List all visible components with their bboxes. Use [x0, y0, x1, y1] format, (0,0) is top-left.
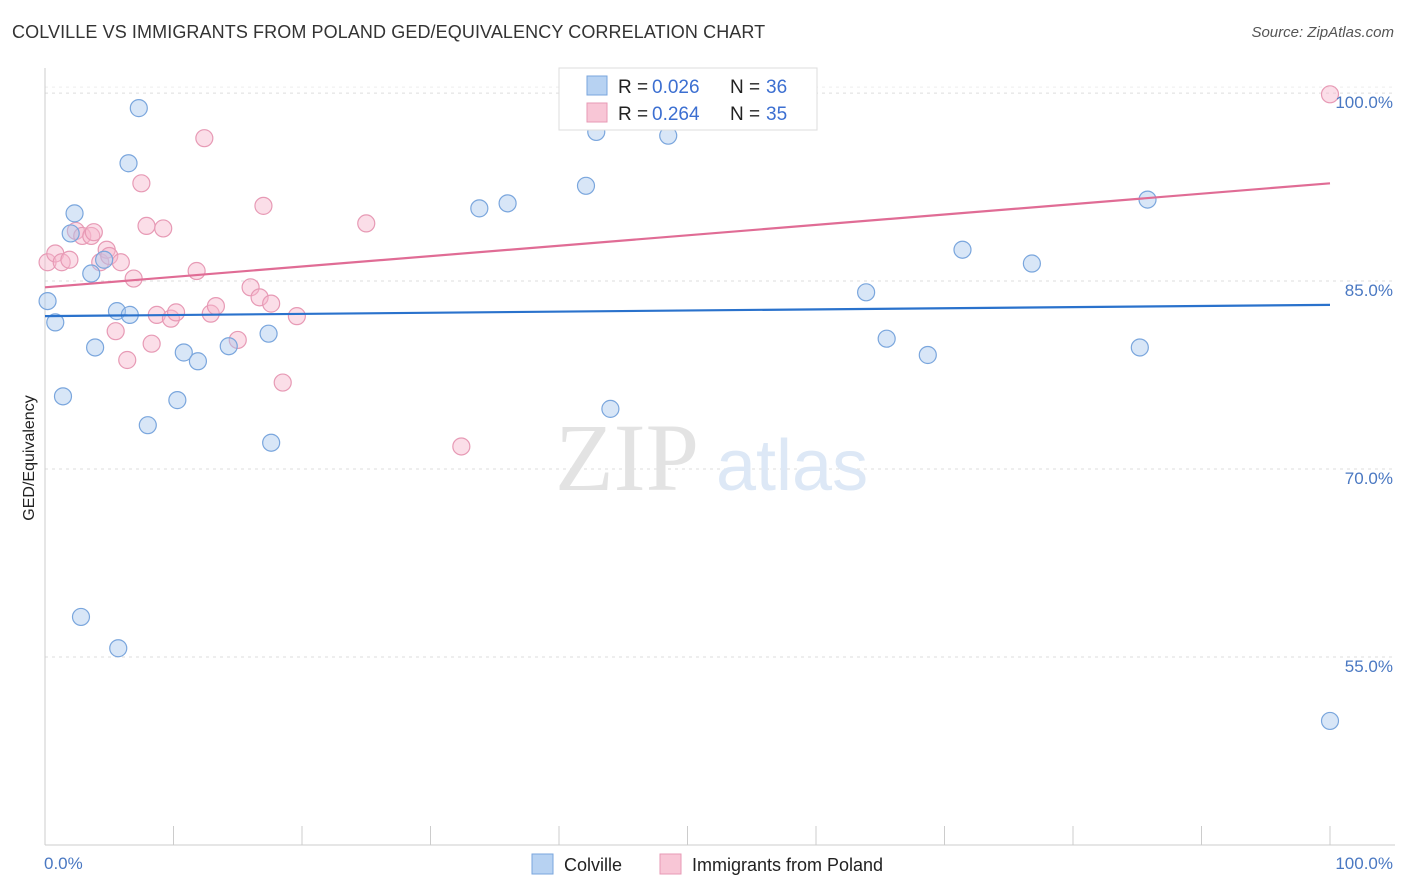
point-poland [287, 307, 306, 326]
point-poland [357, 214, 376, 233]
point-colville [953, 240, 972, 259]
point-poland [262, 294, 281, 313]
y-tick-label: 100.0% [1335, 93, 1393, 112]
x-ticks [44, 826, 1331, 845]
legend-r-value-poland: 0.264 [652, 104, 700, 125]
point-poland [118, 350, 137, 370]
point-colville [65, 204, 84, 223]
point-colville [46, 313, 65, 332]
chart-source: Source: ZipAtlas.com [1251, 24, 1394, 41]
point-poland [206, 297, 226, 316]
bottom-legend-label-poland: Immigrants from Poland [692, 855, 883, 875]
legend-swatch-colville [586, 75, 608, 96]
y-tick-label: 55.0% [1345, 657, 1393, 676]
point-colville [918, 345, 937, 365]
legend: R = 0.026 N = 36 R = 0.264 N = 35 [558, 67, 818, 131]
point-colville [576, 176, 596, 195]
point-poland [273, 373, 292, 392]
legend-r-label-poland: R = [618, 104, 648, 125]
point-poland [60, 250, 79, 269]
point-colville [82, 264, 101, 283]
y-tick-label: 70.0% [1345, 469, 1393, 488]
series-colville-points [38, 85, 1340, 731]
axes [44, 68, 1395, 846]
bottom-legend-label-colville: Colville [564, 855, 622, 875]
bottom-legend-swatch-poland [659, 853, 682, 875]
point-poland [1320, 85, 1340, 104]
point-colville [188, 352, 208, 371]
point-colville [1320, 711, 1340, 731]
point-poland [195, 129, 214, 148]
point-colville [53, 387, 73, 406]
point-poland [142, 334, 161, 353]
point-colville [138, 416, 157, 435]
point-poland [124, 269, 143, 288]
legend-n-value-poland: 35 [766, 104, 787, 125]
legend-swatch-poland [586, 102, 608, 123]
point-poland [84, 223, 103, 242]
legend-r-label-colville: R = [618, 77, 648, 98]
point-colville [1022, 254, 1041, 273]
chart-title: COLVILLE VS IMMIGRANTS FROM POLAND GED/E… [12, 22, 766, 42]
point-poland [137, 216, 156, 236]
point-poland [132, 174, 151, 193]
point-poland [166, 303, 186, 322]
trend-line-colville [44, 303, 1331, 318]
legend-r-value-colville: 0.026 [652, 77, 700, 98]
point-colville [129, 99, 148, 118]
point-poland [241, 278, 260, 297]
point-colville [498, 194, 517, 213]
point-colville [470, 199, 489, 218]
point-colville [168, 391, 187, 410]
point-poland [154, 219, 173, 238]
point-colville [219, 337, 238, 356]
point-colville [61, 224, 80, 243]
point-poland [254, 196, 273, 215]
y-tick-label: 85.0% [1345, 281, 1393, 300]
series-poland-points [38, 85, 1340, 456]
point-poland [187, 261, 206, 281]
watermark-zip: ZIP [555, 404, 699, 511]
point-colville [601, 399, 620, 418]
bottom-legend-swatch-colville [531, 853, 554, 875]
point-colville [119, 154, 138, 173]
point-poland [452, 437, 471, 456]
point-colville [71, 607, 91, 627]
gridlines [45, 86, 1395, 658]
point-colville [259, 324, 278, 343]
point-colville [38, 292, 57, 311]
legend-n-label-poland: N = [730, 104, 760, 125]
point-colville [262, 433, 281, 452]
point-colville [174, 343, 193, 362]
trend-line-poland [44, 182, 1331, 289]
point-colville [877, 329, 896, 348]
point-colville [86, 338, 105, 357]
bottom-legend: Colville Immigrants from Poland [531, 853, 883, 875]
point-colville [1130, 338, 1149, 357]
point-poland [250, 288, 269, 307]
x-tick-label-min: 0.0% [44, 854, 83, 873]
point-colville [857, 283, 876, 302]
point-poland [106, 322, 125, 341]
legend-n-value-colville: 36 [766, 77, 787, 98]
y-axis-label: GED/Equivalency [21, 395, 38, 520]
point-colville [95, 250, 114, 269]
legend-n-label-colville: N = [730, 77, 760, 98]
point-poland [111, 253, 130, 272]
point-poland [228, 330, 247, 350]
point-colville [109, 639, 128, 658]
trend-lines [44, 182, 1331, 318]
y-tick-labels: 55.0% 70.0% 85.0% 100.0% [1335, 93, 1393, 676]
watermark-atlas: atlas [716, 426, 868, 506]
watermark: ZIP atlas [555, 404, 868, 511]
x-tick-label-max: 100.0% [1335, 854, 1393, 873]
